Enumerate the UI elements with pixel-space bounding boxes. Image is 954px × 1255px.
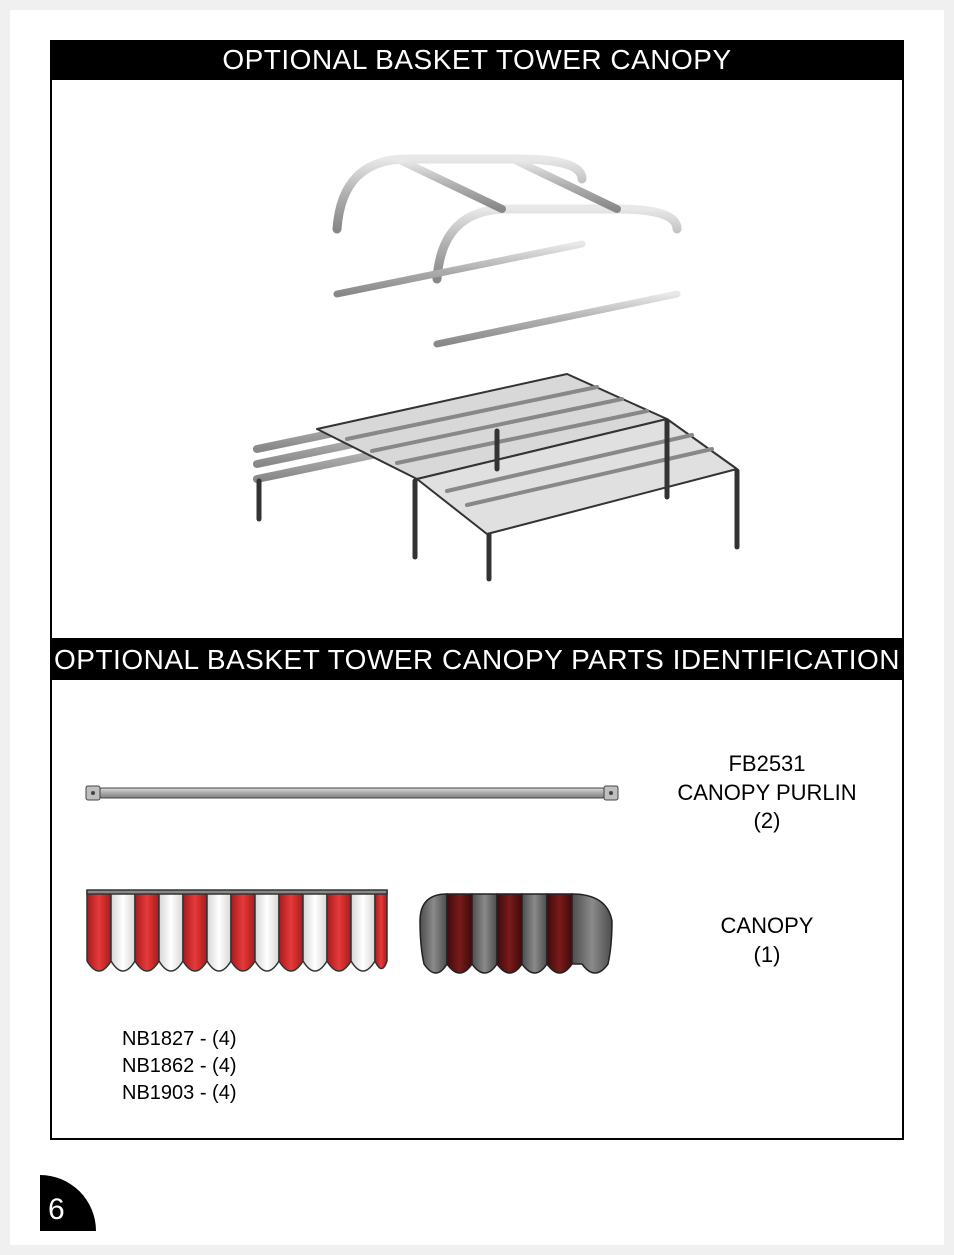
canopy-qty: (1): [662, 941, 872, 970]
page-number-badge: 6: [40, 1175, 96, 1231]
canopy-3d-illustration: [197, 119, 757, 599]
part-row-purlin: FB2531 CANOPY PURLIN (2): [82, 750, 872, 836]
page-number: 6: [48, 1193, 65, 1227]
canopy-fabric-redwhite: [82, 886, 392, 996]
document-page: OPTIONAL BASKET TOWER CANOPY: [10, 10, 944, 1245]
canopy-label: CANOPY (1): [662, 912, 872, 969]
parts-identification-frame: FB2531 CANOPY PURLIN (2): [50, 680, 904, 1140]
nb-item: NB1827 - (4): [122, 1026, 872, 1053]
canopy-fabric-darkred: [412, 886, 622, 996]
section-header-canopy: OPTIONAL BASKET TOWER CANOPY: [50, 40, 904, 80]
purlin-graphic: [82, 778, 662, 808]
canopy-render-frame: [50, 80, 904, 640]
section-header-parts: OPTIONAL BASKET TOWER CANOPY PARTS IDENT…: [50, 640, 904, 680]
nb-item: NB1862 - (4): [122, 1053, 872, 1080]
nb-item: NB1903 - (4): [122, 1080, 872, 1107]
canopy-name: CANOPY: [662, 912, 872, 941]
part-row-canopy: CANOPY (1): [82, 886, 872, 996]
purlin-label: FB2531 CANOPY PURLIN (2): [662, 750, 872, 836]
purlin-qty: (2): [662, 807, 872, 836]
canopy-graphics: [82, 886, 662, 996]
purlin-name: CANOPY PURLIN: [662, 779, 872, 808]
nb-parts-list: NB1827 - (4) NB1862 - (4) NB1903 - (4): [122, 1026, 872, 1107]
purlin-code: FB2531: [662, 750, 872, 779]
